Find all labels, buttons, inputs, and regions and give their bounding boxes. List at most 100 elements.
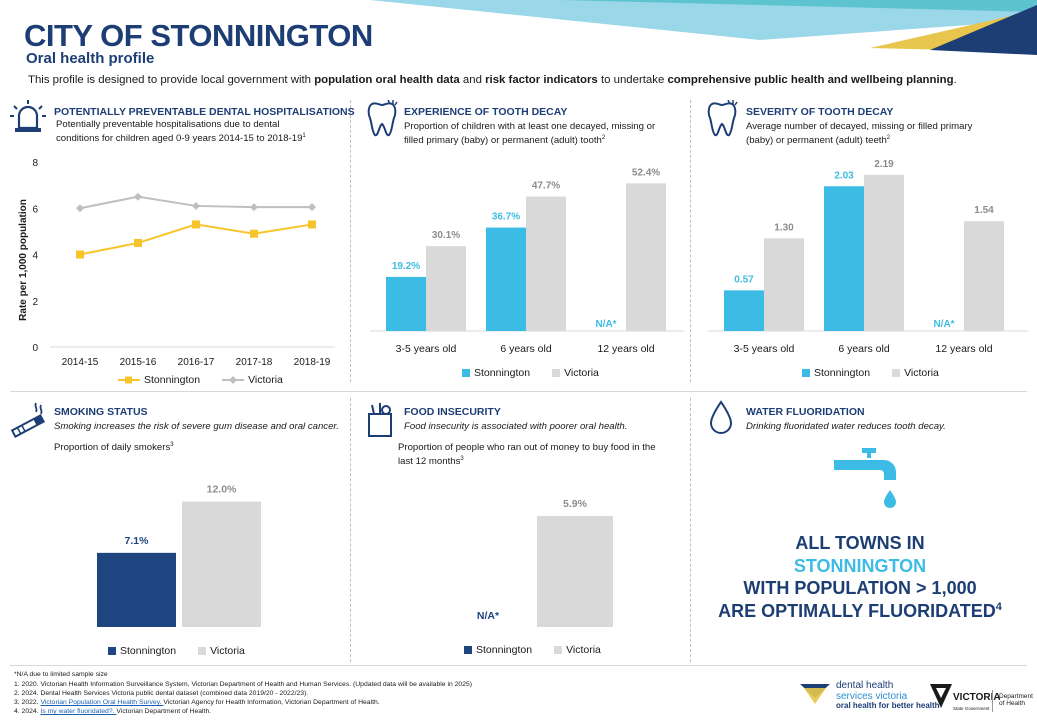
x-tick-label: 12 years old xyxy=(935,343,992,355)
stonnington-bar xyxy=(486,227,526,331)
legend-victoria-swatch xyxy=(554,646,563,654)
x-tick-label: 2016-17 xyxy=(178,357,215,368)
legend-victoria-label: Victoria xyxy=(248,374,283,386)
legend-stonnington-swatch xyxy=(462,369,470,377)
legend-victoria-label: Victoria xyxy=(566,644,601,656)
tap-icon xyxy=(834,448,896,508)
legend-stonnington-label: Stonnington xyxy=(814,367,871,379)
tooth-decay-desc: Proportion of children with at least one… xyxy=(404,121,656,147)
stonnington-point xyxy=(134,238,142,247)
x-tick-label: 3-5 years old xyxy=(734,343,795,355)
legend-stonnington-label: Stonnington xyxy=(474,367,531,379)
siren-icon xyxy=(10,100,46,132)
x-tick-label: 12 years old xyxy=(597,343,654,355)
legend-victoria-label: Victoria xyxy=(904,367,939,379)
grocery-bag-icon xyxy=(368,403,392,437)
bar-value-label: 19.2% xyxy=(392,261,420,272)
y-tick-label: 8 xyxy=(32,158,38,169)
stonnington-bar xyxy=(724,290,764,331)
decay-severity-title: SEVERITY OF TOOTH DECAY xyxy=(746,106,894,118)
stonnington-point xyxy=(76,250,84,259)
bar-value-label: 52.4% xyxy=(632,167,660,178)
victoria-bar xyxy=(864,174,904,331)
smoking-measure: Proportion of daily smokers3 xyxy=(54,442,174,454)
logo-divider xyxy=(992,690,993,712)
fluoridation-statement: ALL TOWNS IN STONNINGTON WITH POPULATION… xyxy=(718,533,1002,621)
victoria-point xyxy=(192,201,200,210)
smoking-legend: Stonnington Victoria xyxy=(108,645,245,657)
page-subtitle: Oral health profile xyxy=(26,50,155,67)
tooth-decay-legend: Stonnington Victoria xyxy=(462,367,599,379)
stonnington-bar xyxy=(824,186,864,331)
victoria-logo: VICTORIA xyxy=(953,692,1001,703)
victoria-logo-sub: State Government xyxy=(953,706,990,711)
decay-severity-desc: Average number of decayed, missing or fi… xyxy=(746,121,973,147)
food-desc: Food insecurity is associated with poore… xyxy=(404,421,628,432)
y-tick-label: 0 xyxy=(32,343,38,354)
fluoridation-link[interactable]: Is my water fluoridated?. xyxy=(40,708,117,715)
legend-stonnington-label: Stonnington xyxy=(476,644,533,656)
intro-text: This profile is designed to provide loca… xyxy=(28,74,957,86)
legend-stonnington-label: Stonnington xyxy=(120,645,177,657)
hospitalisations-title: POTENTIALLY PREVENTABLE DENTAL HOSPITALI… xyxy=(54,106,355,118)
bar-value-label: 1.54 xyxy=(974,205,994,216)
footnote-na: *N/A due to limited sample size xyxy=(14,671,108,678)
y-tick-label: 2 xyxy=(32,297,38,308)
victoria-point xyxy=(250,203,258,212)
hospitalisations-legend: Stonnington Victoria xyxy=(118,374,283,386)
y-axis-label: Rate per 1,000 population xyxy=(18,199,29,321)
bar-value-label: 2.19 xyxy=(874,159,894,170)
stonnington-series-line xyxy=(79,223,313,256)
food-measure: Proportion of people who ran out of mone… xyxy=(398,442,656,468)
na-label: N/A* xyxy=(477,610,500,622)
x-tick-label: 6 years old xyxy=(838,343,890,355)
x-tick-label: 2015-16 xyxy=(120,357,157,368)
tooth-icon xyxy=(707,100,738,137)
legend-stonnington-swatch xyxy=(802,369,810,377)
page-title: CITY OF STONNINGTON xyxy=(24,18,373,53)
legend-victoria-swatch xyxy=(198,647,207,655)
victoria-bar xyxy=(537,515,613,627)
divider xyxy=(690,100,691,382)
smoking-desc: Smoking increases the risk of severe gum… xyxy=(54,421,339,432)
stonnington-point xyxy=(250,229,258,238)
water-title: WATER FLUORIDATION xyxy=(746,406,865,418)
legend-stonnington-label: Stonnington xyxy=(144,374,201,386)
stonnington-bar xyxy=(386,276,426,331)
footnote-1: 1. 2020. Victorian Health Information Su… xyxy=(14,681,473,688)
tooth-decay-title: EXPERIENCE OF TOOTH DECAY xyxy=(404,106,568,118)
bar-value-label: 5.9% xyxy=(563,498,588,510)
x-tick-label: 2018-19 xyxy=(294,357,331,368)
bar-value-label: 0.57 xyxy=(734,274,754,285)
tooth-decay-chart: 19.2% 30.1% 3-5 years old 36.7% 47.7% 6 years… xyxy=(370,167,684,355)
hospitalisations-desc: Potentially preventable hospitalisations… xyxy=(56,119,306,145)
food-chart: N/A* 5.9% xyxy=(477,498,613,627)
legend-victoria-label: Victoria xyxy=(210,645,245,657)
header-decoration xyxy=(370,0,1037,55)
water-desc: Drinking fluoridated water reduces tooth… xyxy=(746,421,946,432)
legend-victoria-swatch xyxy=(892,369,901,377)
smoking-title: SMOKING STATUS xyxy=(54,406,148,418)
victoria-bar xyxy=(526,196,566,331)
victoria-bar xyxy=(182,501,261,627)
footnote-2: 2. 2024. Dental Health Services Victoria… xyxy=(14,690,309,697)
divider xyxy=(10,391,1027,392)
bar-value-label: 1.30 xyxy=(774,222,794,233)
x-tick-label: 2017-18 xyxy=(236,357,273,368)
y-tick-label: 6 xyxy=(32,204,38,215)
legend-victoria-label: Victoria xyxy=(564,367,599,379)
dhsv-logo: dental health services victoria oral hea… xyxy=(836,680,940,710)
victoria-logo-icon xyxy=(930,684,952,708)
victoria-bar xyxy=(964,221,1004,331)
victoria-point xyxy=(308,203,316,212)
decay-severity-legend: Stonnington Victoria xyxy=(802,367,939,379)
survey-link[interactable]: Victorian Population Oral Health Survey. xyxy=(40,699,164,706)
bar-value-label: 36.7% xyxy=(492,212,520,223)
legend-victoria-marker xyxy=(222,376,245,384)
footnote-3: 3. 2022. Victorian Population Oral Healt… xyxy=(14,699,380,706)
stonnington-point xyxy=(192,220,200,229)
victoria-point xyxy=(76,204,84,213)
bar-value-label: 2.03 xyxy=(834,170,854,181)
legend-stonnington-swatch xyxy=(464,646,472,654)
stonnington-point xyxy=(308,220,316,229)
